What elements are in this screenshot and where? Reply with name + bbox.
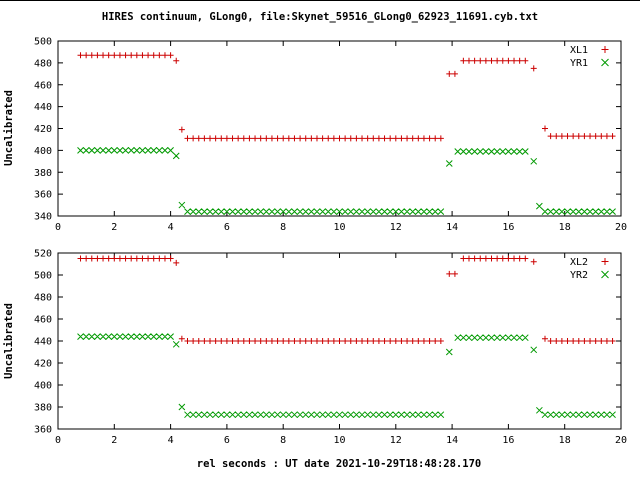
y-tick-label: 480 [34, 58, 52, 69]
y-tick-label: 340 [34, 212, 52, 223]
y-tick-label: 400 [34, 146, 52, 157]
legend-label-YR2: YR2 [570, 270, 588, 281]
y-tick-label: 380 [34, 403, 52, 414]
y-tick-label: 360 [34, 425, 52, 436]
x-tick-label: 4 [168, 435, 174, 446]
x-tick-label: 6 [224, 435, 230, 446]
x-axis-label: rel seconds : UT date 2021-10-29T18:48:2… [197, 458, 481, 470]
plots-group: 0 2 4 6 8 10 12 14 16 18 2034036038040042044046048… [34, 37, 627, 447]
x-tick-label: 12 [390, 435, 402, 446]
x-tick-label: 4 [168, 222, 174, 233]
series-points-YR2 [77, 333, 616, 419]
legend-marker-YR2 [601, 270, 609, 279]
y-tick-label: 520 [34, 249, 52, 260]
x-tick-label: 16 [502, 435, 514, 446]
y-tick-label: 400 [34, 381, 52, 392]
x-tick-label: 8 [280, 435, 286, 446]
y-tick-label: 420 [34, 124, 52, 135]
x-tick-label: 12 [390, 222, 402, 233]
legend-marker-XL1 [601, 46, 609, 53]
x-tick-label: 10 [333, 435, 345, 446]
plot-area-1: 0 2 4 6 8 10 12 14 16 18 20 340 360 380 400 420 440 460 48… [34, 37, 627, 234]
x-tick-label: 20 [615, 222, 627, 233]
x-tick-label: 8 [280, 222, 286, 233]
chart-title: HIRES continuum, GLong0, file:Skynet_595… [102, 11, 538, 23]
y-tick-label: 420 [34, 359, 52, 370]
y-tick-label: 460 [34, 315, 52, 326]
bottom-y-axis-label: Uncalibrated [3, 303, 15, 379]
x-tick-label: 10 [333, 222, 345, 233]
y-tick-label: 480 [34, 293, 52, 304]
x-tick-label: 2 [111, 222, 117, 233]
top-y-axis-label: Uncalibrated [3, 90, 15, 166]
legend-marker-YR1 [601, 58, 609, 67]
y-tick-label: 460 [34, 80, 52, 91]
plot-border [57, 40, 622, 217]
series-points-XL2 [77, 255, 616, 344]
y-tick-label: 500 [34, 271, 52, 282]
y-tick-label: 500 [34, 37, 52, 48]
x-tick-label: 20 [615, 435, 627, 446]
x-tick-label: 16 [502, 222, 514, 233]
legend-label-XL2: XL2 [570, 257, 588, 268]
x-tick-label: 0 [55, 222, 61, 233]
y-tick-label: 440 [34, 337, 52, 348]
x-tick-label: 6 [224, 222, 230, 233]
series-points-XL1 [77, 52, 616, 142]
x-tick-label: 14 [446, 222, 458, 233]
y-tick-label: 360 [34, 190, 52, 201]
legend-label-XL1: XL1 [570, 45, 588, 56]
legend-marker-XL2 [601, 258, 609, 265]
y-tick-label: 380 [34, 168, 52, 179]
plot-area-2: 0 2 4 6 8 10 12 14 16 18 20 360 380 400 420 440 460 480 50… [34, 249, 627, 447]
x-tick-label: 0 [55, 435, 61, 446]
legend-label-YR1: YR1 [570, 58, 588, 69]
x-tick-label: 18 [559, 435, 571, 446]
x-tick-label: 14 [446, 435, 458, 446]
x-tick-label: 2 [111, 435, 117, 446]
y-tick-label: 440 [34, 102, 52, 113]
x-tick-label: 18 [559, 222, 571, 233]
series-points-YR1 [77, 147, 616, 215]
